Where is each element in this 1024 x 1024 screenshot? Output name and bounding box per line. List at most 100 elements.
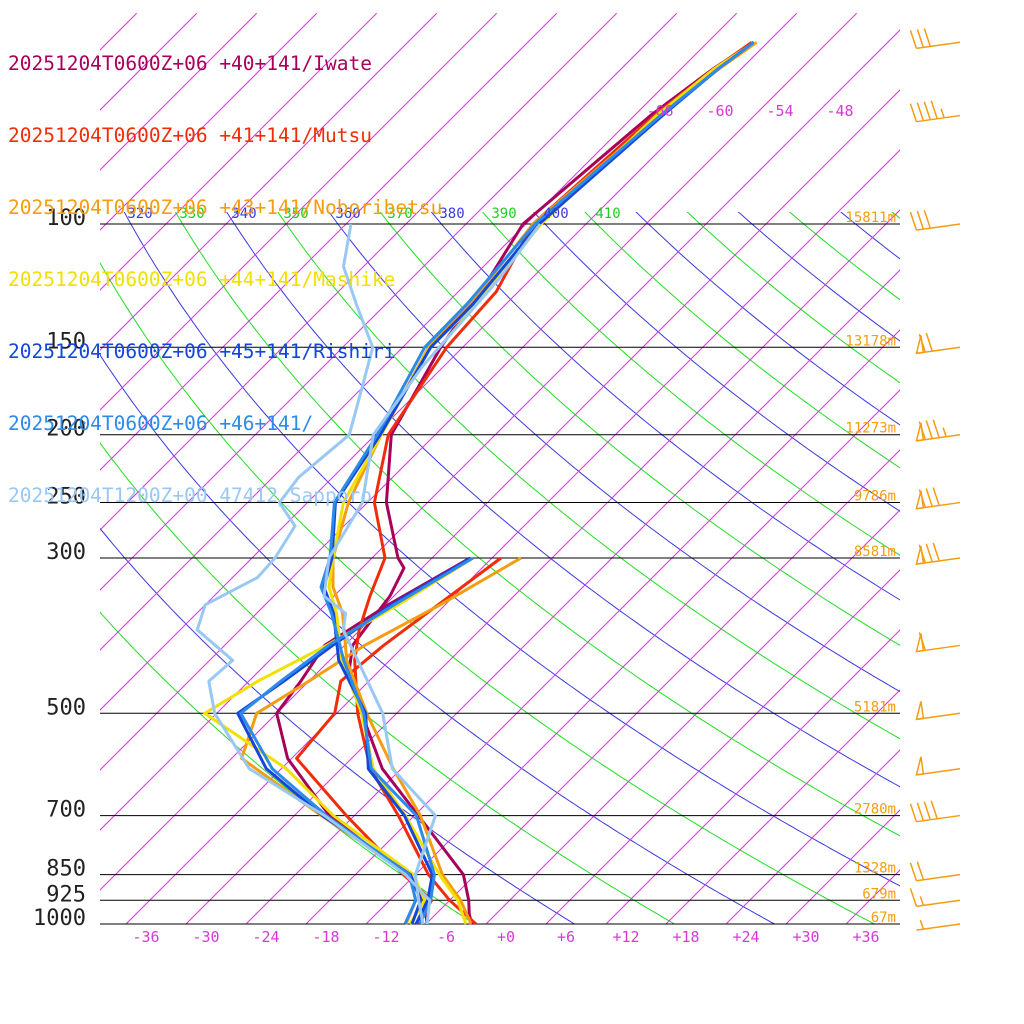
- barb-flag: [915, 701, 925, 721]
- theta-label: 390: [491, 206, 516, 222]
- barb-feather: [932, 487, 940, 506]
- isotherm: [100, 12, 558, 471]
- barb-half-feather: [919, 919, 925, 930]
- barb-feather: [918, 333, 927, 353]
- dry-adiabat: [277, 212, 900, 740]
- barb-half-feather: [942, 427, 947, 437]
- isotherm-label: -48: [826, 102, 853, 120]
- height-label: 11273m: [845, 421, 896, 437]
- wind-barb: [915, 542, 961, 566]
- dry-adiabat: [226, 212, 900, 788]
- legend-item: 20251204T0600Z+06 +45+141/Rishiri: [8, 340, 396, 363]
- dry-adiabat: [174, 212, 900, 837]
- barb-feather: [932, 419, 940, 438]
- dry-adiabat: [430, 212, 900, 601]
- dry-adiabat: [533, 212, 900, 512]
- isotherm: [906, 13, 1024, 924]
- theta-label: 400: [543, 206, 568, 222]
- dry-adiabat: [481, 212, 900, 556]
- isotherm: [100, 12, 798, 711]
- dry-adiabat: [100, 527, 576, 924]
- isotherm-label: -60: [706, 102, 733, 120]
- barb-half-feather: [919, 896, 925, 906]
- legend-item: 20251204T0600Z+06 +44+141/Mashike: [8, 268, 396, 291]
- pressure-label: 150: [46, 329, 86, 354]
- isotherm: [100, 89, 900, 891]
- wind-barb: [909, 800, 961, 823]
- theta-label: 350: [283, 206, 308, 222]
- isotherm: [245, 269, 900, 924]
- isotherm: [966, 13, 1024, 924]
- temperature-line: [348, 41, 755, 925]
- wind-barb: [915, 632, 961, 653]
- height-label: 15811m: [845, 210, 896, 226]
- height-label: 13178m: [845, 333, 896, 349]
- legend-item: 20251204T0600Z+06 +41+141/Mutsu: [8, 124, 372, 147]
- temp-tick-label: +6: [557, 928, 575, 946]
- wind-barb: [909, 28, 961, 50]
- temp-tick-label: +18: [672, 928, 699, 946]
- barb-feather: [909, 211, 918, 231]
- isotherm: [305, 329, 900, 924]
- pressure-label: 300: [46, 540, 86, 565]
- pressure-label: 100: [46, 206, 86, 231]
- isotherm: [845, 869, 900, 924]
- theta-label: 370: [387, 206, 412, 222]
- wind-barb: [915, 332, 961, 355]
- barb-feather: [923, 28, 932, 47]
- pressure-label: 700: [46, 798, 86, 823]
- barb-shaft: [916, 899, 961, 908]
- theta-label: 330: [179, 206, 204, 222]
- pressure-label: 1000: [33, 906, 86, 931]
- pressure-label: 200: [46, 417, 86, 442]
- wind-barb: [909, 888, 961, 908]
- temp-tick-label: +0: [497, 928, 515, 946]
- barb-feather: [916, 29, 925, 48]
- barb-shaft: [916, 923, 961, 931]
- barb-feather: [916, 210, 925, 230]
- isotherm: [100, 12, 678, 591]
- temp-tick-label: -6: [437, 928, 455, 946]
- barb-shaft: [916, 223, 961, 231]
- wind-barb: [909, 861, 961, 882]
- barb-feather: [930, 100, 938, 120]
- dry-adiabat: [379, 212, 900, 646]
- temp-tick-label: -24: [252, 928, 279, 946]
- isotherm-label: -66: [646, 102, 673, 120]
- dry-adiabat: [328, 212, 900, 693]
- barb-shaft: [916, 814, 961, 823]
- dry-adiabat: [737, 212, 900, 342]
- dry-adiabat: [100, 354, 776, 924]
- temp-tick-label: +30: [792, 928, 819, 946]
- pressure-label: 850: [46, 857, 86, 882]
- barb-feather: [923, 209, 932, 229]
- barb-feather: [918, 544, 927, 564]
- barb-feather: [925, 420, 933, 439]
- barb-feather: [909, 862, 918, 881]
- isotherm: [485, 509, 900, 924]
- height-label: 67m: [871, 910, 896, 926]
- temperature-line: [322, 223, 542, 925]
- barb-feather: [918, 421, 927, 440]
- height-label: 9786m: [854, 489, 896, 505]
- barb-feather: [909, 803, 918, 822]
- barb-feather: [925, 488, 933, 507]
- isotherm: [100, 12, 438, 351]
- barb-feather: [932, 542, 940, 562]
- legend-item: 20251204T0600Z+06 +40+141/Iwate: [8, 52, 372, 75]
- temperature-line: [319, 41, 755, 925]
- theta-label: 320: [127, 206, 152, 222]
- wind-barb: [916, 919, 961, 931]
- height-label: 8581m: [854, 544, 896, 560]
- barb-feather: [909, 888, 918, 907]
- isotherm: [100, 12, 738, 651]
- isotherm: [100, 12, 618, 531]
- wind-barb: [915, 756, 961, 776]
- dry-adiabat: [635, 212, 900, 426]
- dry-adiabat: [891, 212, 900, 219]
- barb-feather: [925, 543, 933, 563]
- dry-adiabat: [840, 212, 900, 260]
- theta-label: 380: [439, 206, 464, 222]
- legend-item: 20251204T0600Z+06 +43+141/Noboribetsu: [8, 196, 443, 219]
- isotherm: [365, 389, 900, 924]
